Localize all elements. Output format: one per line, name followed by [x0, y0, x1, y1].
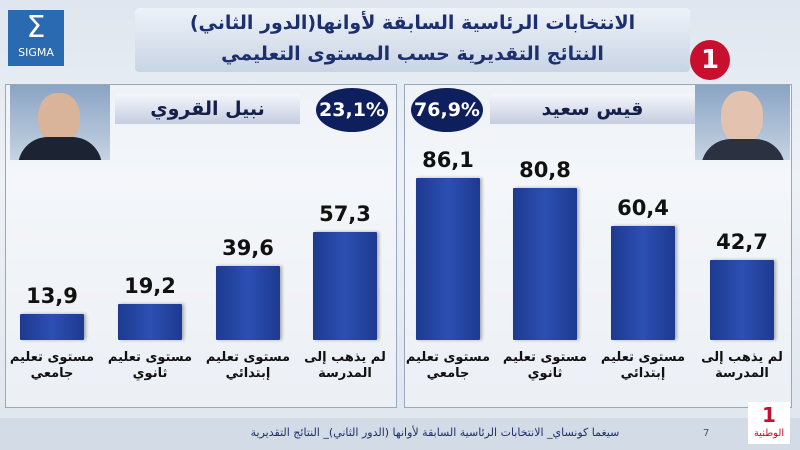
value-label: 39,6 — [222, 235, 274, 260]
category-label: مستوى تعليم جامعي — [9, 350, 95, 381]
value-label: 80,8 — [519, 158, 571, 183]
category-label: لم يذهب إلى المدرسة — [304, 350, 386, 381]
value-label: 60,4 — [617, 196, 669, 221]
candidate-name: قيس سعيد — [490, 94, 695, 124]
vote-share: 23,1% — [316, 88, 388, 132]
bar — [710, 259, 774, 340]
category-label: مستوى تعليم جامعي — [405, 350, 491, 381]
candidate-name: نبيل القروي — [115, 94, 300, 124]
value-label: 57,3 — [319, 202, 371, 227]
bar — [416, 178, 480, 340]
channel-name: الوطنية — [753, 428, 785, 439]
sigma-logo: Σ SIGMA — [8, 10, 64, 66]
logo-text: SIGMA — [18, 46, 54, 59]
channel-badge: 1 الوطنية — [748, 402, 790, 444]
channel-logo: 1 — [690, 40, 730, 80]
category-label: مستوى تعليم إبتدائي — [600, 350, 686, 381]
category-label: لم يذهب إلى المدرسة — [701, 350, 783, 381]
bar — [513, 188, 577, 340]
value-label: 13,9 — [26, 283, 78, 308]
page-number: 7 — [703, 428, 710, 439]
title: الانتخابات الرئاسية السابقة لأوانها(الدو… — [189, 12, 636, 34]
value-label: 19,2 — [124, 273, 176, 298]
bar — [611, 226, 675, 340]
subtitle: النتائج التقديرية حسب المستوى التعليمي — [221, 43, 604, 65]
title-box: الانتخابات الرئاسية السابقة لأوانها(الدو… — [135, 8, 690, 72]
value-label: 86,1 — [422, 148, 474, 173]
bar — [20, 313, 84, 340]
vote-share: 76,9% — [411, 88, 483, 132]
footer-text: سيغما كونساي_ الانتخابات الرئاسية السابق… — [250, 426, 620, 439]
category-label: مستوى تعليم ثانوي — [107, 350, 193, 381]
category-label: مستوى تعليم ثانوي — [502, 350, 588, 381]
value-label: 42,7 — [716, 229, 768, 254]
category-label: مستوى تعليم إبتدائي — [205, 350, 291, 381]
bar — [118, 303, 182, 340]
footer-bar — [0, 418, 800, 450]
candidate-photo — [10, 85, 110, 160]
bar — [216, 265, 280, 340]
candidate-photo — [695, 85, 790, 160]
bar — [313, 232, 377, 340]
